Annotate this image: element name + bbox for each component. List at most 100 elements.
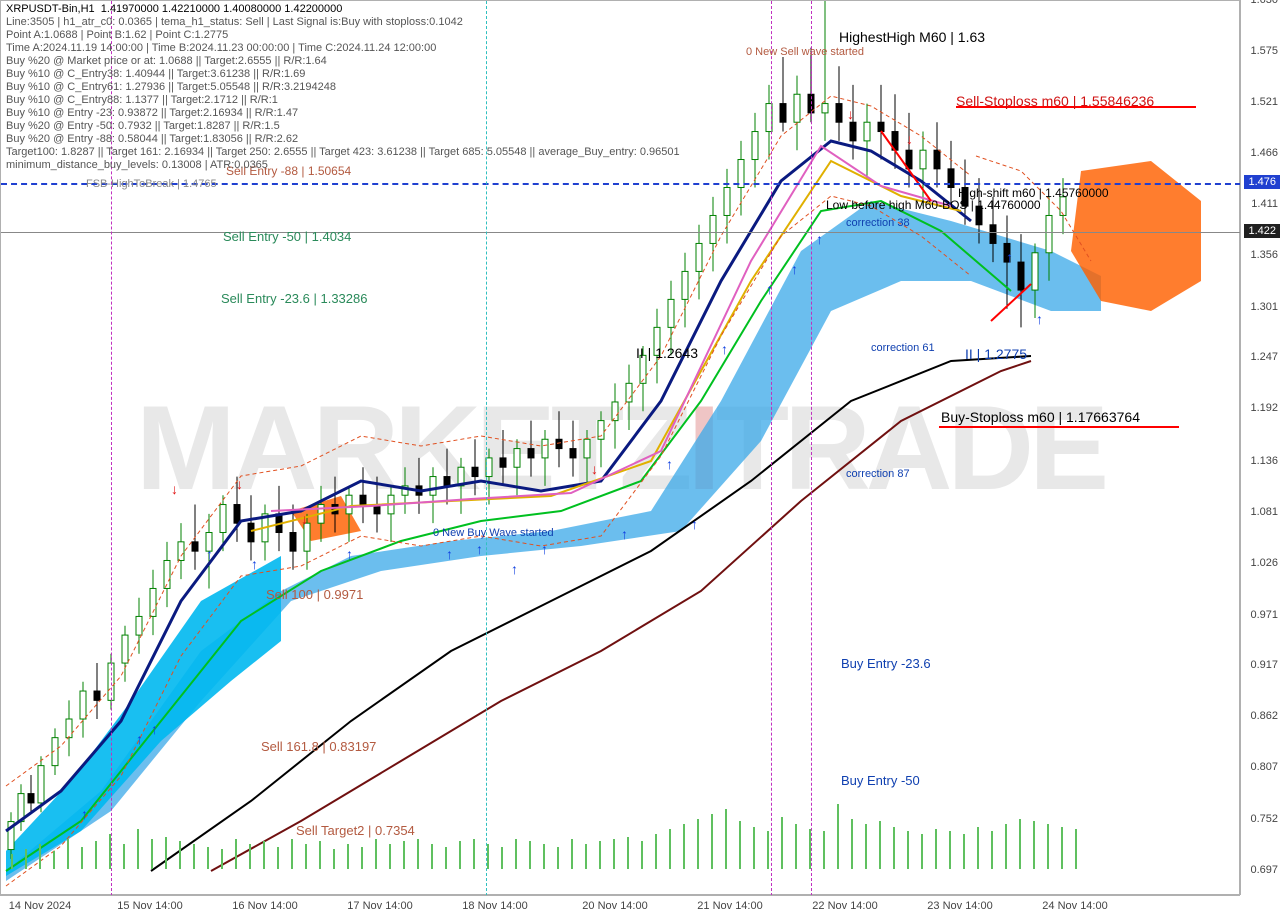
volume-bar [879,821,881,869]
info-line: Line:3505 | h1_atr_c0: 0.0365 | tema_h1_… [6,16,680,29]
volume-bar [417,839,419,869]
volume-bar [109,834,111,869]
arrow-up-icon: ↑ [721,341,728,357]
arrow-up-icon: ↑ [791,261,798,277]
volume-bar [81,847,83,869]
volume-bar [529,841,531,869]
arrow-up-icon: ↑ [251,556,258,572]
volume-bar [221,849,223,869]
x-tick: 23 Nov 14:00 [927,900,992,912]
chart-label: Sell-Stoploss m60 | 1.55846236 [956,93,1154,109]
volume-bar [277,847,279,869]
volume-bar [571,839,573,869]
chart-label: correction 61 [871,342,935,354]
y-tick: 0.917 [1250,659,1278,671]
y-tick: 0.697 [1250,864,1278,876]
arrow-up-icon: ↑ [136,731,143,747]
volume-bar [809,829,811,869]
y-tick: 1.192 [1250,402,1278,414]
vertical-line [811,1,812,896]
chart-label: Low before high M60-BOS | 1.44760000 [826,198,1041,212]
volume-bar [179,841,181,869]
volume-bar [865,824,867,869]
volume-bar [767,831,769,869]
arrow-down-icon: ↓ [591,461,598,477]
volume-bar [249,844,251,869]
volume-bar [137,829,139,869]
volume-bar [305,844,307,869]
info-line: Buy %10 @ C_Entry61: 1.27936 || Target:5… [6,81,680,94]
info-line: Buy %10 @ C_Entry88: 1.1377 || Target:2.… [6,94,680,107]
y-tick: 1.026 [1250,557,1278,569]
arrow-up-icon: ↑ [766,281,773,297]
arrow-down-icon: ↓ [236,476,243,492]
y-tick: 1.136 [1250,455,1278,467]
volume-bar [389,844,391,869]
arrow-down-icon: ↓ [301,511,308,527]
x-tick: 18 Nov 14:00 [462,900,527,912]
y-tick: 1.411 [1251,198,1278,210]
y-tick: 1.630 [1250,0,1278,6]
volume-bar [1075,829,1077,869]
chart-label: II | 1.2643 [636,345,698,361]
chart-plot-area[interactable]: MARKETZITRADE ↑↑↑↓↑↓↑↓↑↑↑↑↑↓↑↑↑↑↑↑↑↓↓↑↑ … [0,0,1240,895]
info-line: Buy %10 @ Entry -23: 0.93872 || Target:2… [6,107,680,120]
arrow-up-icon: ↑ [206,546,213,562]
volume-bar [445,847,447,869]
x-tick: 24 Nov 14:00 [1042,900,1107,912]
volume-bar [543,844,545,869]
x-tick: 20 Nov 14:00 [582,900,647,912]
price-badge: 1.422 [1244,224,1280,238]
volume-bar [669,829,671,869]
chart-label: FSB-HighToBreak | 1.4765 [86,178,217,190]
y-tick: 1.575 [1250,45,1278,57]
y-tick: 0.807 [1250,761,1278,773]
info-line: Time A:2024.11.19 14:00:00 | Time B:2024… [6,42,680,55]
volume-bar [683,824,685,869]
arrow-up-icon: ↑ [621,526,628,542]
y-tick: 1.521 [1250,96,1278,108]
x-tick: 21 Nov 14:00 [697,900,762,912]
time-axis: 14 Nov 202415 Nov 14:0016 Nov 14:0017 No… [0,895,1240,920]
volume-bar [921,834,923,869]
info-line: Buy %20 @ Market price or at: 1.0688 || … [6,55,680,68]
arrow-up-icon: ↑ [816,231,823,247]
volume-bar [361,847,363,869]
vertical-line [771,1,772,896]
y-tick: 0.862 [1250,710,1278,722]
volume-bar [585,844,587,869]
info-block: XRPUSDT-Bin,H1 1.41970000 1.42210000 1.4… [6,3,680,172]
x-tick: 14 Nov 2024 [9,900,71,912]
volume-bar [39,844,41,869]
volume-bar [193,844,195,869]
price-axis: 1.6301.5751.5211.4661.4111.3561.3011.247… [1240,0,1280,895]
volume-bar [935,829,937,869]
chart-label: correction 38 [846,217,910,229]
arrow-up-icon: ↑ [541,541,548,557]
volume-bar [375,839,377,869]
horizontal-line [1,232,1241,233]
volume-bar [627,837,629,869]
arrow-down-icon: ↓ [906,131,913,147]
volume-bar [641,841,643,869]
y-tick: 1.081 [1250,506,1278,518]
arrow-up-icon: ↑ [81,806,88,822]
volume-bar [753,827,755,869]
volume-bar [795,824,797,869]
y-tick: 1.247 [1250,351,1278,363]
volume-bar [151,839,153,869]
volume-bar [347,844,349,869]
volume-bar [851,819,853,869]
chart-label: Sell Target2 | 0.7354 [296,823,415,838]
volume-bar [319,841,321,869]
arrow-up-icon: ↑ [691,516,698,532]
y-tick: 0.971 [1250,609,1278,621]
volume-bar [1019,819,1021,869]
volume-bar [207,847,209,869]
volume-bar [1047,824,1049,869]
volume-bar [165,837,167,869]
volume-bar [893,827,895,869]
volume-bar [487,844,489,869]
volume-bar [711,814,713,869]
arrow-down-icon: ↓ [847,106,854,122]
